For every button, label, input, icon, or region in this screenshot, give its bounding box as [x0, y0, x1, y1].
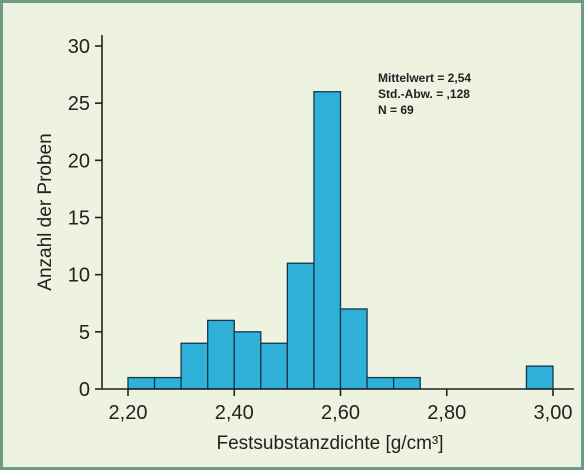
stats-n: N = 69 [378, 103, 414, 117]
histogram-bar [153, 376, 182, 390]
y-tick-label: 5 [79, 322, 90, 344]
y-axis-label: Anzahl der Proben [35, 133, 56, 290]
y-tick-label: 30 [68, 36, 90, 58]
histogram-bar [127, 376, 156, 390]
y-tick-label: 20 [68, 150, 90, 172]
y-tick-label: 25 [68, 93, 90, 115]
stats-std: Std.-Abw. = ,128 [378, 87, 470, 101]
y-tick-label: 0 [79, 379, 90, 401]
histogram-bar [260, 342, 289, 390]
histogram-bar [525, 365, 554, 390]
x-tick-label: 2,80 [427, 402, 466, 424]
histogram-bar [313, 91, 342, 390]
x-axis-ticks: 2,20 2,40 2,60 2,80 3,00 [109, 389, 573, 424]
histogram-bar [180, 342, 209, 390]
x-tick-label: 2,20 [109, 402, 148, 424]
y-axis-ticks: 0 5 10 15 20 25 30 [68, 36, 102, 401]
x-tick-label: 3,00 [534, 402, 573, 424]
histogram-bar [366, 376, 395, 390]
histogram-bars [127, 91, 554, 390]
histogram-bar [339, 308, 368, 390]
x-axis-label: Festsubstanzdichte [g/cm³] [216, 433, 443, 454]
histogram-bar [392, 376, 421, 390]
summary-stats: Mittelwert = 2,54 Std.-Abw. = ,128 N = 6… [378, 71, 471, 117]
histogram-bar [233, 331, 262, 390]
y-tick-label: 10 [68, 265, 90, 287]
histogram-bar [286, 262, 315, 390]
y-tick-label: 15 [68, 208, 90, 230]
histogram-bar [207, 319, 235, 390]
x-tick-label: 2,60 [321, 402, 360, 424]
stats-mean: Mittelwert = 2,54 [378, 71, 471, 85]
x-tick-label: 2,40 [215, 402, 254, 424]
